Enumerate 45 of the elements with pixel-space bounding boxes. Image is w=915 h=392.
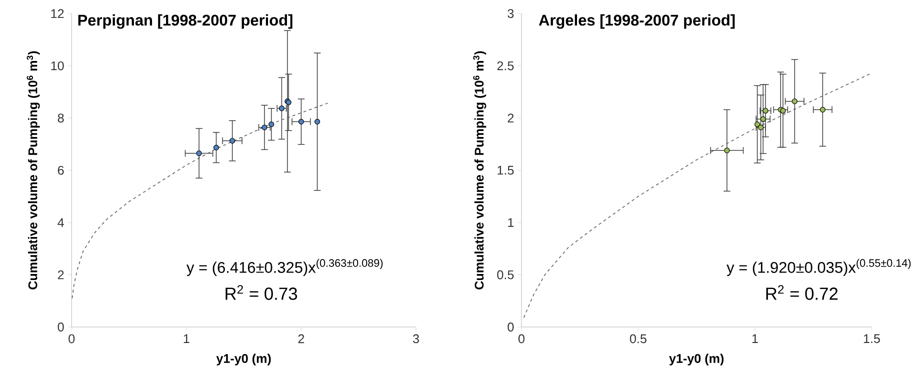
x-tick-label: 3: [413, 334, 419, 344]
point: [792, 98, 798, 104]
y-tick-label: 1: [508, 218, 514, 227]
point: [213, 144, 220, 150]
y-tick-label: 0.5: [497, 270, 514, 280]
point: [298, 118, 304, 125]
point: [724, 148, 730, 154]
annotation: R$^{2}$ = 0.72: [766, 285, 838, 300]
point: [762, 108, 768, 114]
y-tick-label: 12: [51, 9, 64, 18]
point: [780, 108, 786, 114]
point: [230, 138, 236, 144]
y-tick-label: 2.5: [497, 61, 514, 70]
x-tick-label: 1: [184, 334, 190, 344]
annotation: R$^{2}$ = 0.73: [226, 285, 298, 300]
x-tick-label: 1.5: [864, 334, 880, 344]
x-tick-label: 2: [298, 334, 304, 344]
y-axis-title: Cumulative volume of Pumping (10$^{6}$ m$^{3}$): [473, 51, 486, 290]
y-axis-title: Cumulative volume of Pumping (10$^{6}$ m$^{3}$): [26, 51, 40, 290]
y-tick-label: 2: [508, 114, 514, 123]
annotation: y = (6.416±0.325)x$^{(0.363±0.089)}$: [186, 258, 383, 276]
x-axis-title: y1-y0 (m): [669, 354, 724, 366]
point: [268, 122, 274, 128]
annotation: y = (1.920±0.035)x$^{(0.55±0.14)}$: [726, 258, 911, 276]
y-tick-label: 0: [508, 322, 514, 332]
y-tick-label: 0: [58, 322, 64, 332]
x-axis-title: y1-y0 (m): [216, 354, 271, 366]
y-tick-label: 4: [58, 218, 64, 227]
point: [262, 124, 268, 130]
chart-title: Perpignan [1998-2007 period]: [78, 14, 292, 29]
x-tick-label: 0: [68, 334, 75, 344]
point: [314, 118, 320, 125]
x-tick-label: 1: [752, 334, 758, 344]
y-tick-label: 2: [58, 270, 64, 280]
y-tick-label: 1.5: [498, 166, 514, 175]
chart-title: Argeles [1998-2007 period]: [538, 14, 735, 29]
y-tick-label: 8: [58, 114, 64, 123]
x-tick-label: 0.5: [630, 334, 646, 344]
point: [820, 106, 826, 113]
y-tick-label: 6: [58, 166, 64, 175]
y-tick-label: 3: [508, 9, 514, 18]
point: [760, 116, 766, 122]
x-tick-label: 0: [518, 334, 524, 344]
point: [196, 150, 202, 156]
y-tick-label: 10: [51, 61, 64, 70]
